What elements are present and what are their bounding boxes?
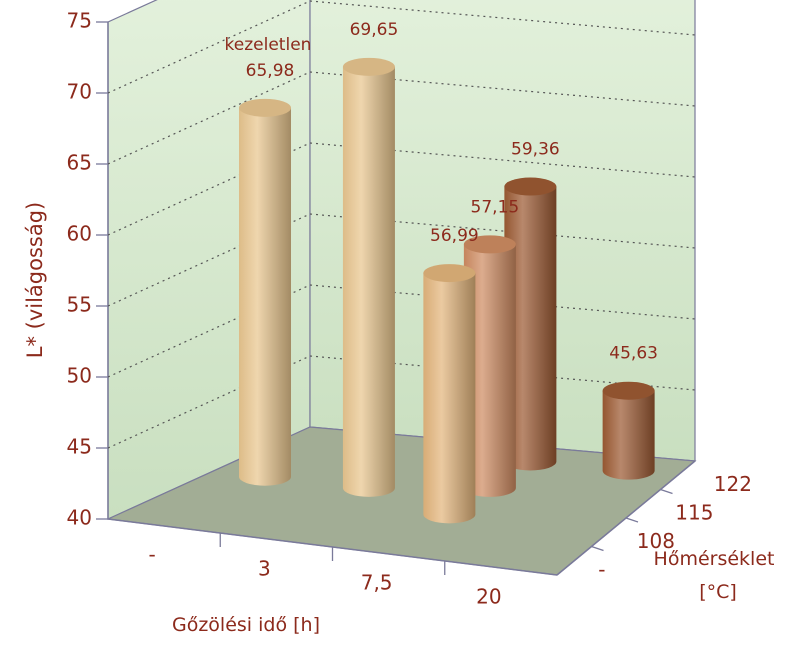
z-tick-mark <box>660 488 673 495</box>
y-tick-label: 40 <box>67 506 92 530</box>
bar-cylinder <box>463 235 516 497</box>
bar-top <box>423 264 476 283</box>
data-note: kezeletlen <box>225 35 312 55</box>
gridline <box>107 213 696 307</box>
y-tick-label: 50 <box>67 364 92 388</box>
bar-body <box>463 244 516 497</box>
gridline <box>107 355 696 449</box>
data-label: 69,65 <box>350 20 399 40</box>
y-axis-title: L* (világosság) <box>23 202 47 359</box>
data-label: 56,99 <box>430 226 479 246</box>
gridline <box>107 284 696 378</box>
bar-top <box>342 57 395 76</box>
z-tick-label: - <box>598 557 605 581</box>
bar-cylinder <box>504 177 557 471</box>
bar-body <box>504 186 557 471</box>
z-axis-title-line1: Hőmérséklet <box>654 548 775 570</box>
z-axis-title-line2: [°C] <box>699 581 737 603</box>
y-tick-label: 45 <box>67 435 92 459</box>
x-tick-label: 3 <box>258 557 271 581</box>
data-label: 57,15 <box>471 197 520 217</box>
gridline <box>107 71 696 165</box>
bar-cylinder <box>602 381 655 480</box>
bar-cylinder <box>239 98 292 486</box>
x-tick-label: 20 <box>476 585 501 609</box>
bar-body <box>423 273 476 524</box>
bar-top <box>463 235 516 254</box>
bar-top <box>602 381 655 400</box>
z-tick-mark <box>591 545 604 552</box>
y-tick-label: 65 <box>67 151 92 175</box>
y-tick-label: 55 <box>67 293 92 317</box>
bar-body <box>239 107 292 486</box>
z-tick-mark <box>625 517 639 523</box>
x-axis-title: Gőzölési idő [h] <box>172 614 320 636</box>
gridline <box>107 0 696 94</box>
bar-body <box>602 390 655 480</box>
y-tick-label: 60 <box>67 222 92 246</box>
y-tick-label: 75 <box>67 9 92 33</box>
bar-top <box>239 98 292 117</box>
data-label: 45,63 <box>609 344 658 364</box>
z-tick-label: 122 <box>714 472 752 496</box>
bar-cylinder <box>423 264 476 524</box>
data-label: 59,36 <box>511 140 560 160</box>
bar-top <box>504 177 557 196</box>
z-tick-label: 108 <box>637 529 675 553</box>
x-tick-label: 7,5 <box>361 571 393 595</box>
gridline <box>107 142 696 236</box>
y-tick-label: 70 <box>67 80 92 104</box>
bar-body <box>342 66 395 497</box>
data-label: 65,98 <box>246 61 295 81</box>
bar-cylinder <box>342 57 395 497</box>
z-tick-label: 115 <box>675 500 713 524</box>
x-tick-label: - <box>149 543 156 567</box>
